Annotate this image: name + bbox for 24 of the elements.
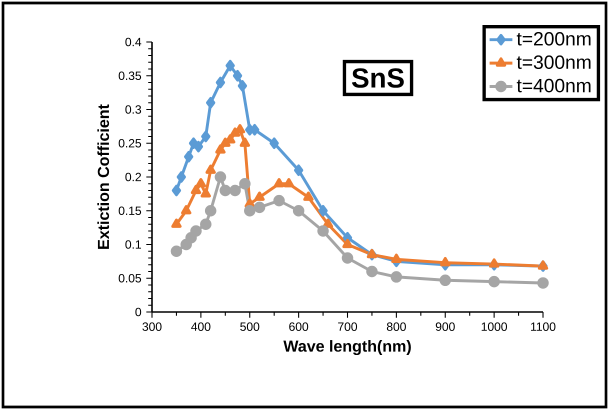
x-tick-label: 1100 bbox=[531, 322, 556, 331]
x-tick-label: 300 bbox=[142, 322, 162, 331]
x-tick-label: 500 bbox=[240, 322, 260, 331]
x-axis-title: Wave length(nm) bbox=[283, 340, 411, 356]
annotation: SnS bbox=[352, 68, 404, 88]
x-tick-label: 1000 bbox=[482, 322, 508, 331]
y-tick-label: 0.2 bbox=[125, 172, 141, 182]
y-tick-label: 0 bbox=[135, 308, 142, 316]
y-tick-label: 0.35 bbox=[118, 71, 142, 80]
y-tick-label: 0.25 bbox=[118, 138, 142, 148]
x-tick-label: 400 bbox=[191, 322, 210, 331]
legend-label: t=400nm bbox=[516, 78, 590, 92]
y-tick-label: 0.15 bbox=[118, 206, 142, 216]
legend-label: t=200nm bbox=[516, 32, 590, 46]
x-tick-label: 700 bbox=[338, 322, 358, 331]
y-tick-label: 0.05 bbox=[118, 274, 142, 283]
legend-label: t=300nm bbox=[516, 55, 590, 69]
y-tick-label: 0.3 bbox=[125, 105, 142, 114]
y-axis-title: Extiction Cofficient bbox=[97, 104, 110, 249]
x-tick-label: 900 bbox=[436, 322, 455, 331]
y-tick-label: 0.4 bbox=[125, 38, 142, 46]
x-tick-label: 800 bbox=[386, 322, 406, 331]
x-tick-label: 600 bbox=[289, 322, 308, 331]
y-tick-label: 0.1 bbox=[125, 240, 142, 249]
